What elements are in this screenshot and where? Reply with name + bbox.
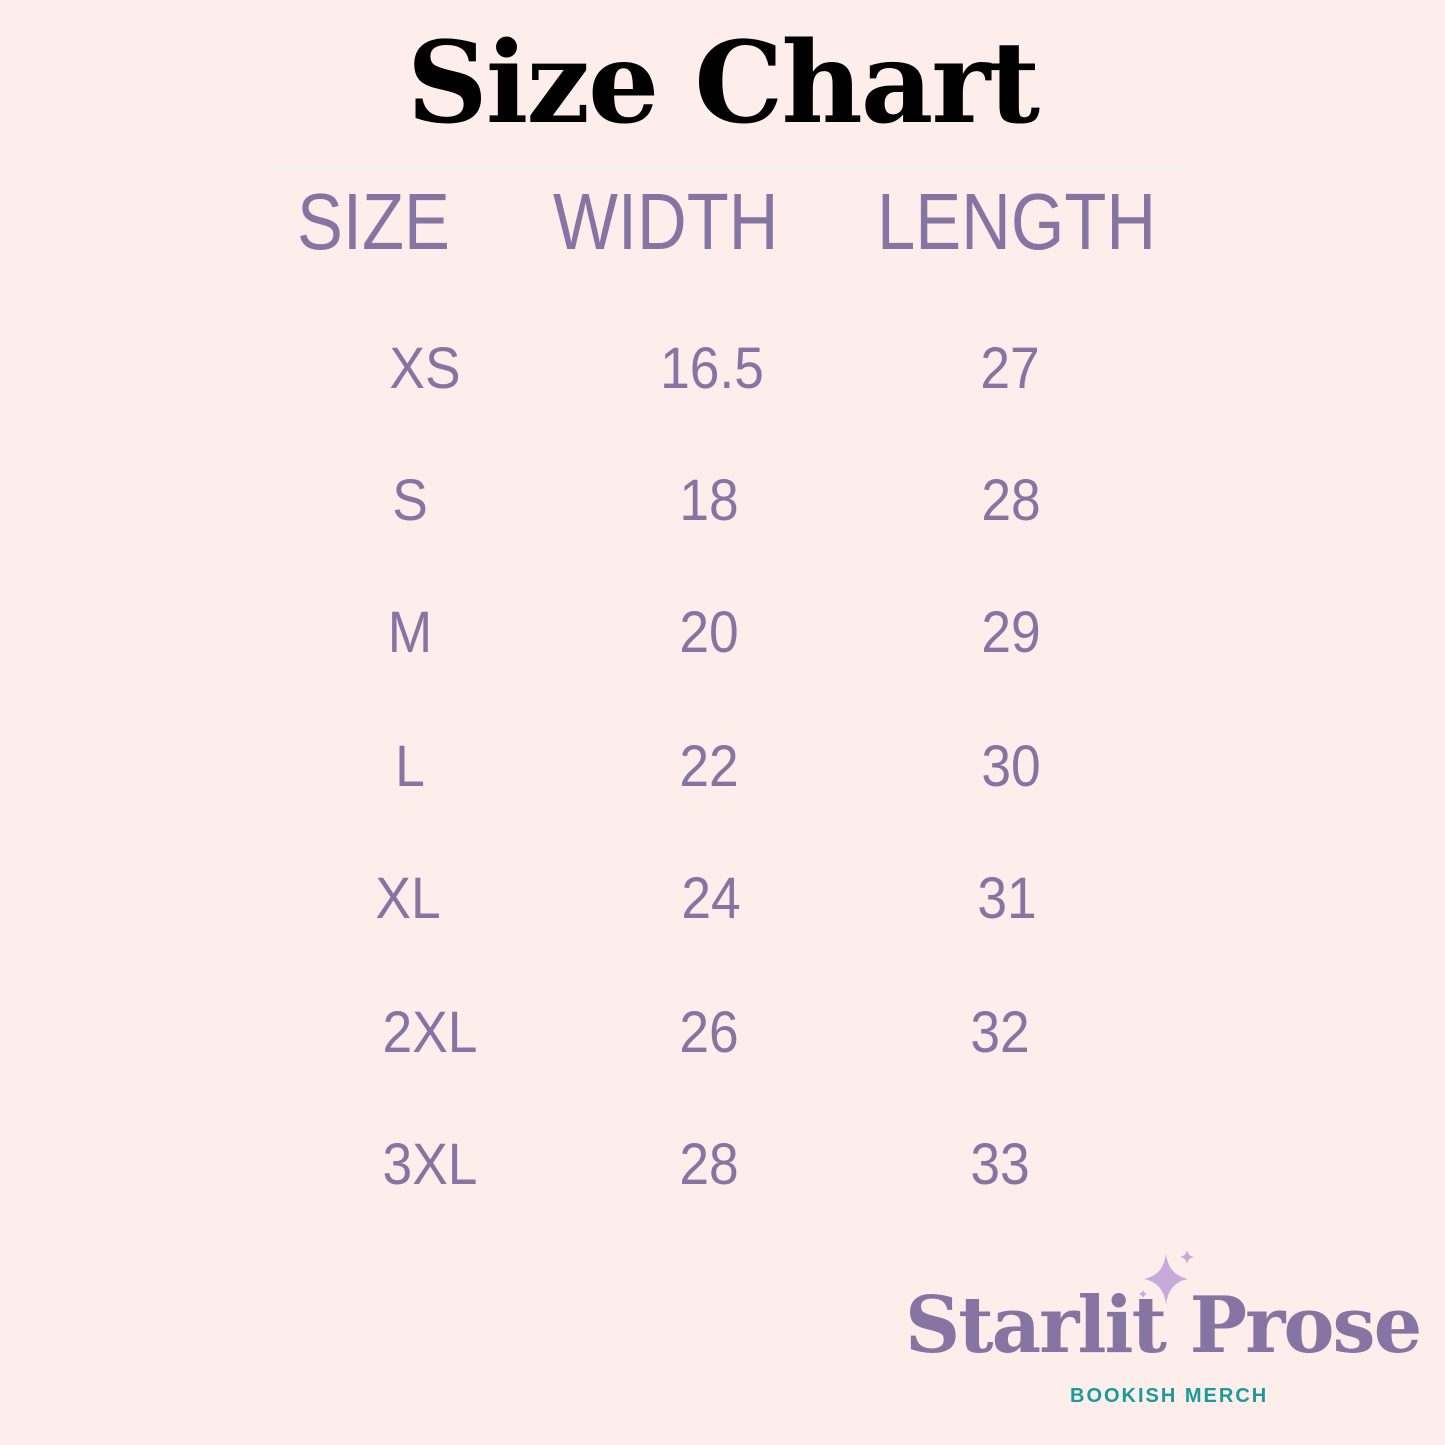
cell-size: M	[387, 600, 433, 665]
sparkle-icon	[1139, 1250, 1194, 1305]
cell-size: L	[395, 734, 425, 799]
cell-size: XL	[375, 866, 441, 931]
cell-length: 32	[970, 1000, 1030, 1065]
logo-tagline: BOOKISH MERCH	[1070, 1385, 1269, 1407]
cell-size: S	[392, 468, 428, 533]
cell-length: 29	[981, 600, 1041, 665]
cell-length: 28	[981, 468, 1041, 533]
cell-width: 20	[679, 600, 739, 665]
page-title: Size Chart	[406, 18, 1040, 149]
cell-length: 27	[980, 336, 1040, 401]
cell-width: 28	[679, 1132, 739, 1197]
header-size: SIZE	[297, 177, 450, 266]
header-length: LENGTH	[877, 177, 1157, 266]
cell-length: 31	[977, 866, 1037, 931]
cell-length: 30	[981, 734, 1041, 799]
cell-width: 18	[679, 468, 739, 533]
cell-width: 22	[679, 734, 739, 799]
cell-length: 33	[970, 1132, 1030, 1197]
header-width: WIDTH	[553, 177, 779, 266]
divider	[276, 167, 1186, 170]
cell-size: 3XL	[382, 1132, 478, 1197]
cell-size: XS	[389, 336, 461, 401]
logo: Starlit Prose	[905, 1280, 1422, 1371]
cell-size: 2XL	[382, 1000, 478, 1065]
cell-width: 26	[679, 1000, 739, 1065]
logo-name: Starlit Prose	[905, 1280, 1422, 1371]
cell-width: 24	[681, 866, 741, 931]
cell-width: 16.5	[660, 336, 764, 401]
